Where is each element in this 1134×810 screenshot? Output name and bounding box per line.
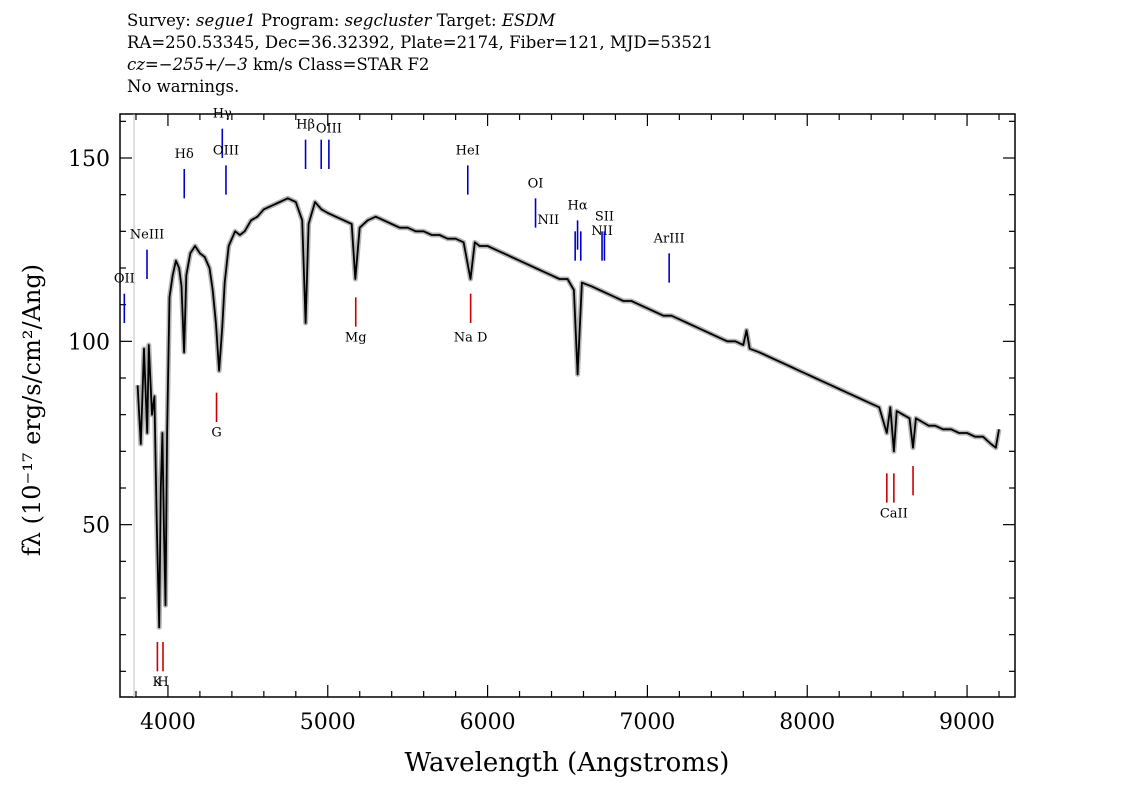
emission-line-label: ArIII <box>653 231 685 246</box>
spectrum-header: Survey: segue1 Program: segcluster Targe… <box>127 10 1127 98</box>
survey-value: segue1 <box>196 11 256 30</box>
header-line-coordinates: RA=250.53345, Dec=36.32392, Plate=2174, … <box>127 33 713 52</box>
emission-line-label: Hβ <box>296 118 315 133</box>
program-label: Program: <box>260 11 340 30</box>
emission-line-label: OI <box>528 176 544 191</box>
emission-line-label: NII <box>591 224 613 239</box>
y-tick-label: 100 <box>68 330 110 355</box>
emission-line-label: Hα <box>568 198 588 213</box>
absorption-line-label: CaII <box>880 506 908 521</box>
survey-label: Survey: <box>127 11 191 30</box>
emission-line-label: SII <box>595 209 614 224</box>
header-line-redshift: cz=−255+/−3 km/s Class=STAR F2 <box>127 54 1127 76</box>
target-label: Target: <box>436 11 497 30</box>
program-value: segcluster <box>344 11 432 30</box>
emission-line-label: OIII <box>316 121 342 136</box>
emission-line-label: Hδ <box>175 147 194 162</box>
x-tick-label: 7000 <box>619 710 675 735</box>
flux-error-band <box>135 195 1002 630</box>
x-tick-label: 4000 <box>140 710 196 735</box>
emission-line-label: OII <box>114 272 135 287</box>
y-tick-labels: 50 100 150 <box>68 147 110 539</box>
absorption-line-label: K <box>153 675 163 690</box>
emission-line-label: NeIII <box>130 228 164 243</box>
x-tick-label: 6000 <box>460 710 516 735</box>
plot-frame <box>119 113 1016 698</box>
emission-line-label: Hγ <box>213 107 232 122</box>
class-value: km/s Class=STAR F2 <box>253 55 430 74</box>
header-line-survey: Survey: segue1 Program: segcluster Targe… <box>127 10 1127 32</box>
y-axis-label: fλ (10⁻¹⁷ erg/s/cm²/Ang) <box>18 264 46 556</box>
absorption-line-label: Mg <box>345 330 367 345</box>
x-tick-label: 9000 <box>939 710 995 735</box>
emission-line-label: HeI <box>456 143 480 158</box>
x-tick-label: 5000 <box>300 710 356 735</box>
absorption-line-label: H <box>157 675 168 690</box>
header-line-warnings: No warnings. <box>127 77 240 96</box>
y-tick-label: 50 <box>82 514 110 539</box>
emission-line-label: OIII <box>213 143 239 158</box>
axis-ticks <box>120 114 1015 697</box>
cz-value: cz=−255+/−3 <box>127 55 248 74</box>
y-tick-label: 150 <box>68 147 110 172</box>
x-axis-label: Wavelength (Angstroms) <box>405 748 730 778</box>
x-tick-label: 8000 <box>779 710 835 735</box>
emission-line-label: NII <box>537 213 559 228</box>
target-value: ESDM <box>501 11 556 30</box>
flux-series-line <box>136 197 1000 629</box>
absorption-line-label: G <box>211 426 221 441</box>
x-tick-labels: 4000 5000 6000 7000 8000 9000 <box>140 710 995 735</box>
absorption-line-label: Na D <box>454 330 488 345</box>
